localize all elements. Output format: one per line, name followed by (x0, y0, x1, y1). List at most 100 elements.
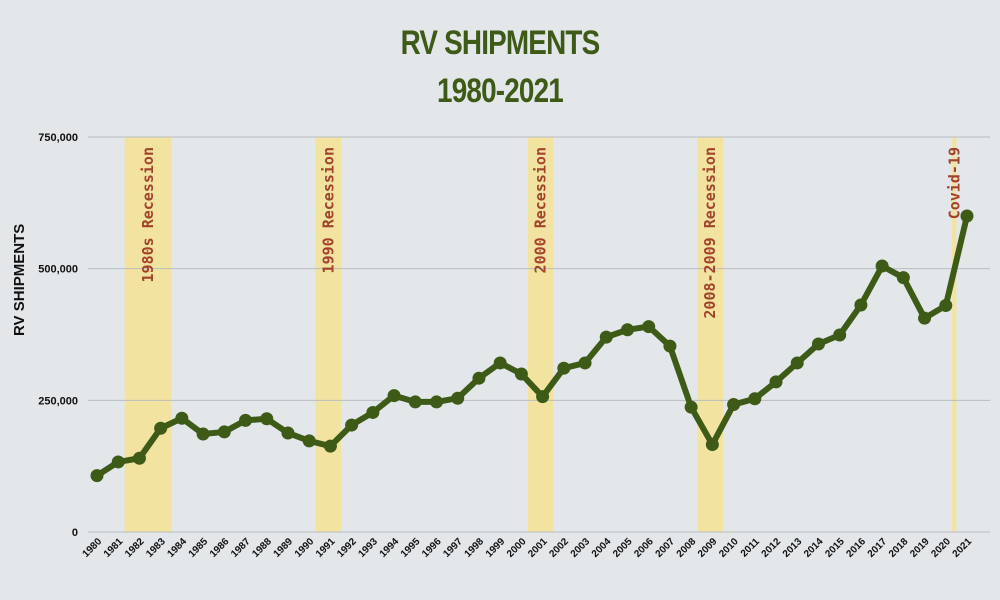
y-axis-ticks: 0 250,000 500,000 750,000 (38, 132, 78, 539)
data-point (642, 320, 656, 334)
x-tick-label: 2006 (632, 536, 656, 560)
data-point (387, 389, 401, 403)
x-tick-label: 1993 (356, 536, 380, 560)
data-point (175, 411, 189, 425)
recession-bands (124, 137, 957, 532)
x-tick-label: 2015 (823, 536, 847, 560)
data-point (514, 367, 528, 381)
data-point (875, 259, 889, 273)
recession-band-label: 1990 Recession (319, 147, 337, 273)
y-tick-label: 500,000 (38, 264, 78, 276)
data-point (430, 395, 444, 409)
data-point (769, 375, 783, 389)
y-tick-label: 0 (72, 527, 78, 539)
x-tick-label: 1994 (378, 536, 402, 560)
data-point (918, 311, 932, 325)
data-point (472, 371, 486, 385)
x-tick-label: 2017 (866, 536, 890, 560)
x-tick-label: 1999 (484, 536, 508, 560)
data-point (620, 323, 634, 337)
data-point (811, 337, 825, 351)
x-tick-label: 2011 (739, 536, 762, 559)
x-tick-label: 1990 (293, 536, 317, 560)
recession-band (697, 137, 723, 532)
data-point (684, 400, 698, 414)
x-tick-label: 1996 (420, 536, 444, 560)
x-tick-label: 2007 (654, 536, 678, 560)
recession-band-label: 2000 Recession (531, 147, 549, 273)
x-tick-label: 2003 (569, 536, 593, 560)
recession-band (315, 137, 342, 532)
data-point (239, 413, 253, 427)
data-point (345, 418, 359, 432)
x-tick-label: 1989 (272, 536, 296, 560)
x-tick-label: 1988 (250, 536, 274, 560)
x-tick-label: 2019 (908, 536, 932, 560)
data-point (493, 356, 507, 370)
x-tick-label: 1982 (123, 536, 147, 560)
data-point (217, 425, 231, 439)
data-point (451, 391, 465, 405)
data-point (323, 439, 337, 453)
data-point (536, 390, 550, 404)
x-tick-label: 1987 (229, 536, 253, 560)
band-labels: 1980s Recession 1990 Recession 2000 Recess… (139, 147, 963, 319)
x-tick-label: 1984 (165, 536, 189, 560)
data-point (154, 421, 168, 435)
data-point (132, 451, 146, 465)
x-tick-label: 1991 (314, 536, 338, 560)
x-tick-label: 2001 (526, 536, 550, 560)
chart-title-line1: RV SHIPMENTS (400, 24, 601, 62)
x-tick-label: 2013 (781, 536, 805, 560)
data-point (111, 455, 125, 469)
x-tick-label: 2016 (845, 536, 869, 560)
data-point (727, 398, 741, 412)
data-points (90, 209, 974, 483)
recession-band-label: 2008-2009 Recession (701, 147, 719, 319)
recession-band-label: 1980s Recession (139, 147, 157, 282)
data-point (833, 328, 847, 342)
data-point (960, 209, 974, 223)
x-tick-label: 2002 (547, 536, 571, 560)
x-tick-label: 2004 (590, 536, 614, 560)
x-tick-label: 2020 (929, 536, 953, 560)
data-point (281, 426, 295, 440)
data-point (790, 356, 804, 370)
recession-band-label: Covid-19 (945, 147, 963, 219)
data-point (748, 392, 762, 406)
x-tick-label: 1997 (441, 536, 465, 560)
x-tick-label: 1986 (208, 536, 232, 560)
x-tick-label: 2021 (951, 536, 975, 560)
x-axis-ticks: 1980198119821983198419851986198719881989… (81, 536, 975, 560)
x-tick-label: 2009 (696, 536, 720, 560)
x-tick-label: 1981 (102, 536, 126, 560)
data-point (408, 395, 422, 409)
x-tick-label: 1985 (187, 536, 211, 560)
x-tick-label: 2014 (802, 536, 826, 560)
recession-band (952, 137, 957, 532)
x-tick-label: 2012 (760, 536, 784, 560)
y-tick-label: 750,000 (38, 132, 78, 144)
x-tick-label: 2005 (611, 536, 635, 560)
x-tick-label: 1992 (335, 536, 359, 560)
data-point (302, 434, 316, 448)
data-point (939, 299, 953, 313)
x-tick-label: 2000 (505, 536, 529, 560)
x-tick-label: 1983 (144, 536, 168, 560)
recession-band (124, 137, 172, 532)
x-tick-label: 2008 (675, 536, 699, 560)
x-tick-label: 2018 (887, 536, 911, 560)
x-tick-label: 1995 (399, 536, 423, 560)
data-point (663, 339, 677, 353)
y-tick-label: 250,000 (38, 395, 78, 407)
data-point (854, 298, 868, 312)
data-point (90, 469, 104, 483)
y-axis-label: RV SHIPMENTS (11, 224, 28, 336)
chart-title-line2: 1980-2021 (437, 72, 564, 110)
data-point (705, 438, 719, 452)
data-point (196, 427, 210, 441)
recession-band (527, 137, 554, 532)
x-tick-label: 1998 (463, 536, 487, 560)
data-point (557, 361, 571, 375)
